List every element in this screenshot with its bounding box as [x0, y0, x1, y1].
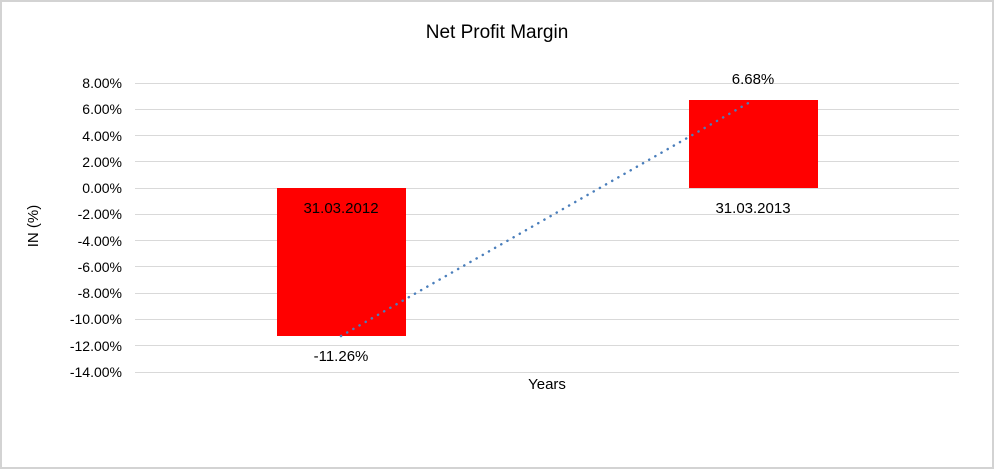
category-label: 31.03.2013	[715, 200, 791, 218]
y-axis-tick-label: -4.00%	[77, 232, 122, 249]
y-axis-tick-label: 8.00%	[82, 75, 122, 91]
y-axis-title: IN (%)	[25, 204, 42, 248]
y-axis-tick-label: 0.00%	[82, 180, 122, 197]
y-axis-tick-label: -12.00%	[69, 337, 122, 354]
y-axis-tick-label: 6.00%	[82, 101, 122, 118]
gridline	[135, 108, 959, 110]
y-axis-tick-label: 2.00%	[82, 153, 122, 170]
value-label: 6.68%	[731, 71, 775, 89]
y-axis-tick-label: -14.00%	[69, 364, 122, 380]
gridline	[135, 345, 959, 347]
y-axis-tick-label: 4.00%	[82, 127, 122, 144]
gridline	[135, 82, 959, 84]
x-axis-title: Years	[528, 376, 566, 393]
gridline	[135, 292, 959, 294]
gridline	[135, 161, 959, 163]
category-label: 31.03.2012	[303, 200, 379, 218]
y-axis-tick-label: -2.00%	[77, 206, 122, 223]
gridline	[135, 371, 959, 373]
gridline	[135, 240, 959, 242]
gridline	[135, 318, 959, 320]
gridline	[135, 266, 959, 268]
gridline	[135, 213, 959, 215]
y-axis-tick-label: -6.00%	[77, 258, 122, 275]
y-axis-tick-label: -8.00%	[77, 285, 122, 302]
chart-title: Net Profit Margin	[425, 22, 569, 43]
y-axis-tick-label: -10.00%	[69, 311, 122, 328]
gridline	[135, 135, 959, 137]
gridline	[135, 187, 959, 189]
value-label: -11.26%	[313, 348, 369, 365]
bar-31.03.2013	[688, 100, 818, 189]
